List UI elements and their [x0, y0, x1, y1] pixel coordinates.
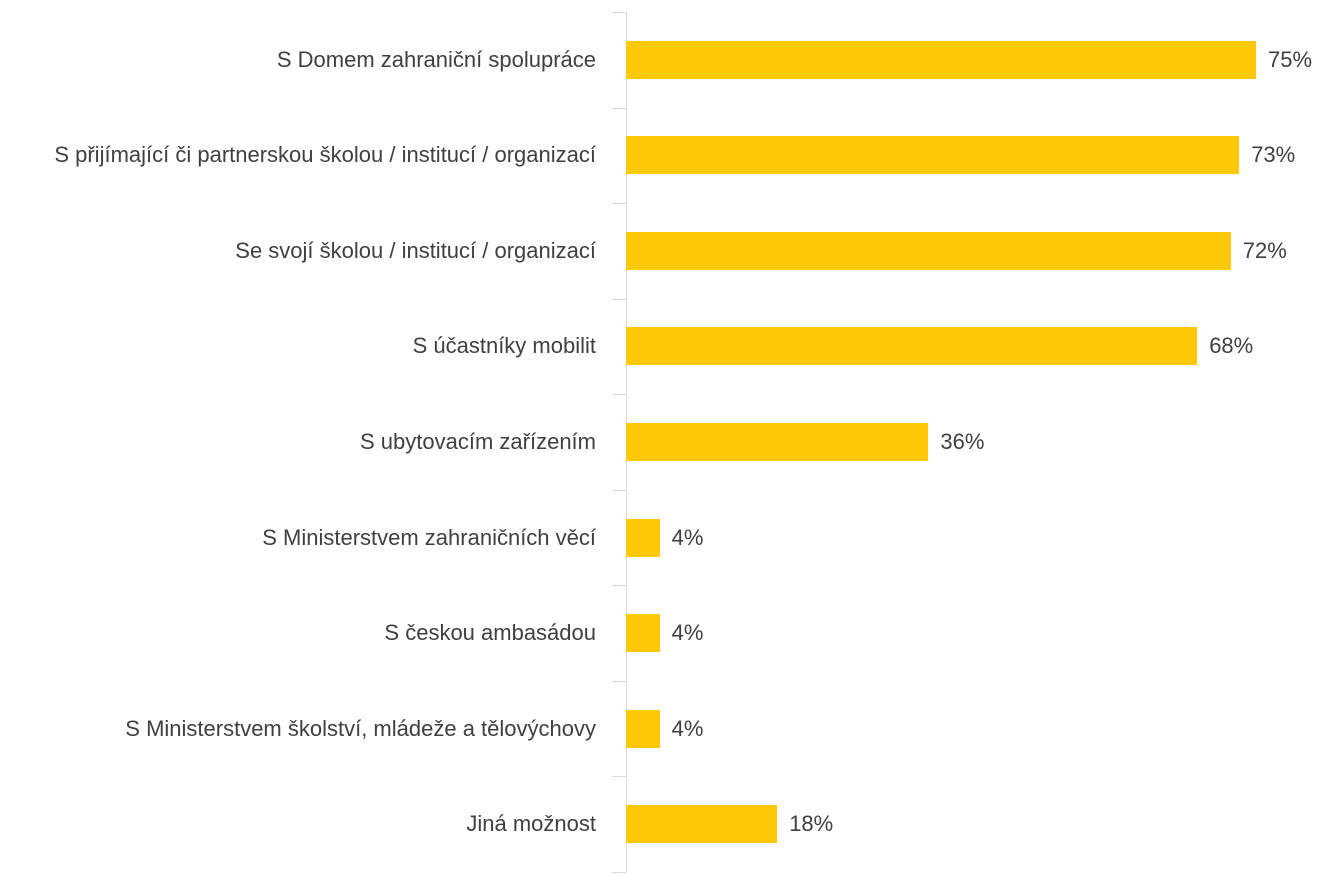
value-label: 18% — [789, 811, 834, 837]
category-separator — [612, 298, 626, 300]
category-separator — [612, 585, 626, 587]
bar — [626, 518, 660, 557]
category-label: S českou ambasádou — [0, 585, 596, 681]
category-separator — [612, 394, 626, 396]
bar — [626, 709, 660, 748]
category-separator — [612, 12, 626, 13]
value-label: 73% — [1251, 142, 1296, 168]
bar — [626, 805, 778, 844]
category-label: Jiná možnost — [0, 776, 596, 872]
category-label: S účastníky mobilit — [0, 299, 596, 395]
category-label: S ubytovacím zařízením — [0, 394, 596, 490]
value-label: 36% — [940, 429, 985, 454]
bar — [626, 40, 1256, 79]
category-label-text: S Domem zahraniční spolupráce — [276, 46, 596, 72]
category-label-text: S Ministerstvem školství, mládeže a tělo… — [125, 715, 596, 741]
bar — [626, 423, 929, 461]
category-label-text: Se svojí školou / institucí / organizací — [235, 237, 596, 263]
value-label: 68% — [1209, 333, 1254, 359]
bar — [626, 327, 1198, 366]
category-separator — [612, 489, 626, 491]
value-label: 4% — [671, 715, 704, 741]
category-separator — [612, 107, 626, 109]
bar — [626, 231, 1231, 270]
category-label-text: S účastníky mobilit — [412, 333, 596, 359]
category-separator — [612, 680, 626, 682]
bar — [626, 614, 660, 653]
category-label-text: S ubytovacím zařízením — [360, 428, 596, 454]
category-separator — [612, 872, 626, 873]
category-label-text: S přijímající či partnerskou školou / in… — [54, 142, 596, 168]
category-separator — [612, 203, 626, 205]
category-label-text: Jiná možnost — [466, 811, 596, 837]
value-label: 72% — [1242, 237, 1287, 263]
value-label: 4% — [671, 524, 704, 550]
category-label: S přijímající či partnerskou školou / in… — [0, 108, 596, 204]
category-separator — [612, 776, 626, 778]
value-label: 4% — [671, 620, 704, 646]
value-label: 75% — [1268, 46, 1313, 72]
category-label-text: S Ministerstvem zahraničních věcí — [262, 524, 596, 550]
category-label: S Ministerstvem školství, mládeže a tělo… — [0, 681, 596, 777]
category-label: S Domem zahraniční spolupráce — [0, 12, 596, 108]
category-label-text: S českou ambasádou — [384, 620, 596, 646]
bar — [626, 136, 1240, 175]
category-label: Se svojí školou / institucí / organizací — [0, 203, 596, 299]
category-label: S Ministerstvem zahraničních věcí — [0, 490, 596, 586]
